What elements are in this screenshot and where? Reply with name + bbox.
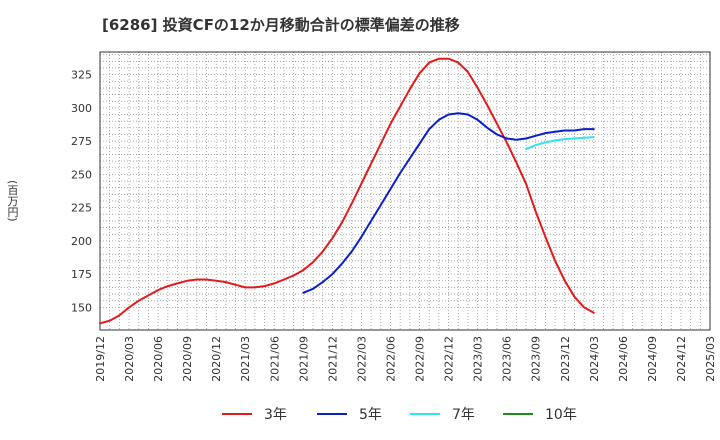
x-tick-label: 2021/12 — [326, 336, 339, 382]
x-tick-label: 2023/06 — [501, 336, 514, 382]
plot-frame — [99, 51, 711, 331]
legend-label-1: 5年 — [359, 407, 382, 423]
x-tick-label: 2024/03 — [588, 336, 601, 382]
x-tick-label: 2025/03 — [704, 336, 717, 382]
y-tick-label: 200 — [71, 235, 92, 248]
series-line-1 — [302, 112, 595, 294]
legend-label-2: 7年 — [452, 407, 475, 423]
x-tick-label: 2021/03 — [239, 336, 252, 382]
x-tick-label: 2024/06 — [617, 336, 630, 382]
plot-area — [100, 52, 710, 330]
y-tick-label: 150 — [71, 301, 92, 314]
x-tick-label: 2022/12 — [443, 336, 456, 382]
y-tick-label: 300 — [71, 102, 92, 115]
series-line-0 — [99, 57, 595, 325]
legend-label-0: 3年 — [264, 407, 287, 423]
x-tick-label: 2020/12 — [210, 336, 223, 382]
x-tick-label: 2024/09 — [646, 336, 659, 382]
y-axis-label: (百万円) — [6, 180, 19, 222]
chart-title: [6286] 投資CFの12か月移動合計の標準偏差の推移 — [102, 16, 460, 34]
y-tick-label: 225 — [71, 202, 92, 215]
y-tick-label: 275 — [71, 135, 92, 148]
x-tick-label: 2023/12 — [559, 336, 572, 382]
x-tick-label: 2020/03 — [123, 336, 136, 382]
x-tick-label: 2022/06 — [384, 336, 397, 382]
x-tick-label: 2021/06 — [268, 336, 281, 382]
y-tick-label: 325 — [71, 69, 92, 82]
x-tick-label: 2023/09 — [530, 336, 543, 382]
x-tick-label: 2019/12 — [94, 336, 107, 382]
legend-label-3: 10年 — [545, 407, 577, 423]
x-tick-label: 2023/03 — [472, 336, 485, 382]
x-tick-label: 2022/09 — [414, 336, 427, 382]
x-tick-label: 2020/09 — [181, 336, 194, 382]
x-tick-label: 2022/03 — [355, 336, 368, 382]
x-tick-label: 2024/12 — [675, 336, 688, 382]
x-tick-label: 2020/06 — [152, 336, 165, 382]
x-tick-label: 2021/09 — [297, 336, 310, 382]
series-line-2 — [525, 136, 595, 151]
y-tick-label: 250 — [71, 168, 92, 181]
y-tick-label: 175 — [71, 268, 92, 281]
